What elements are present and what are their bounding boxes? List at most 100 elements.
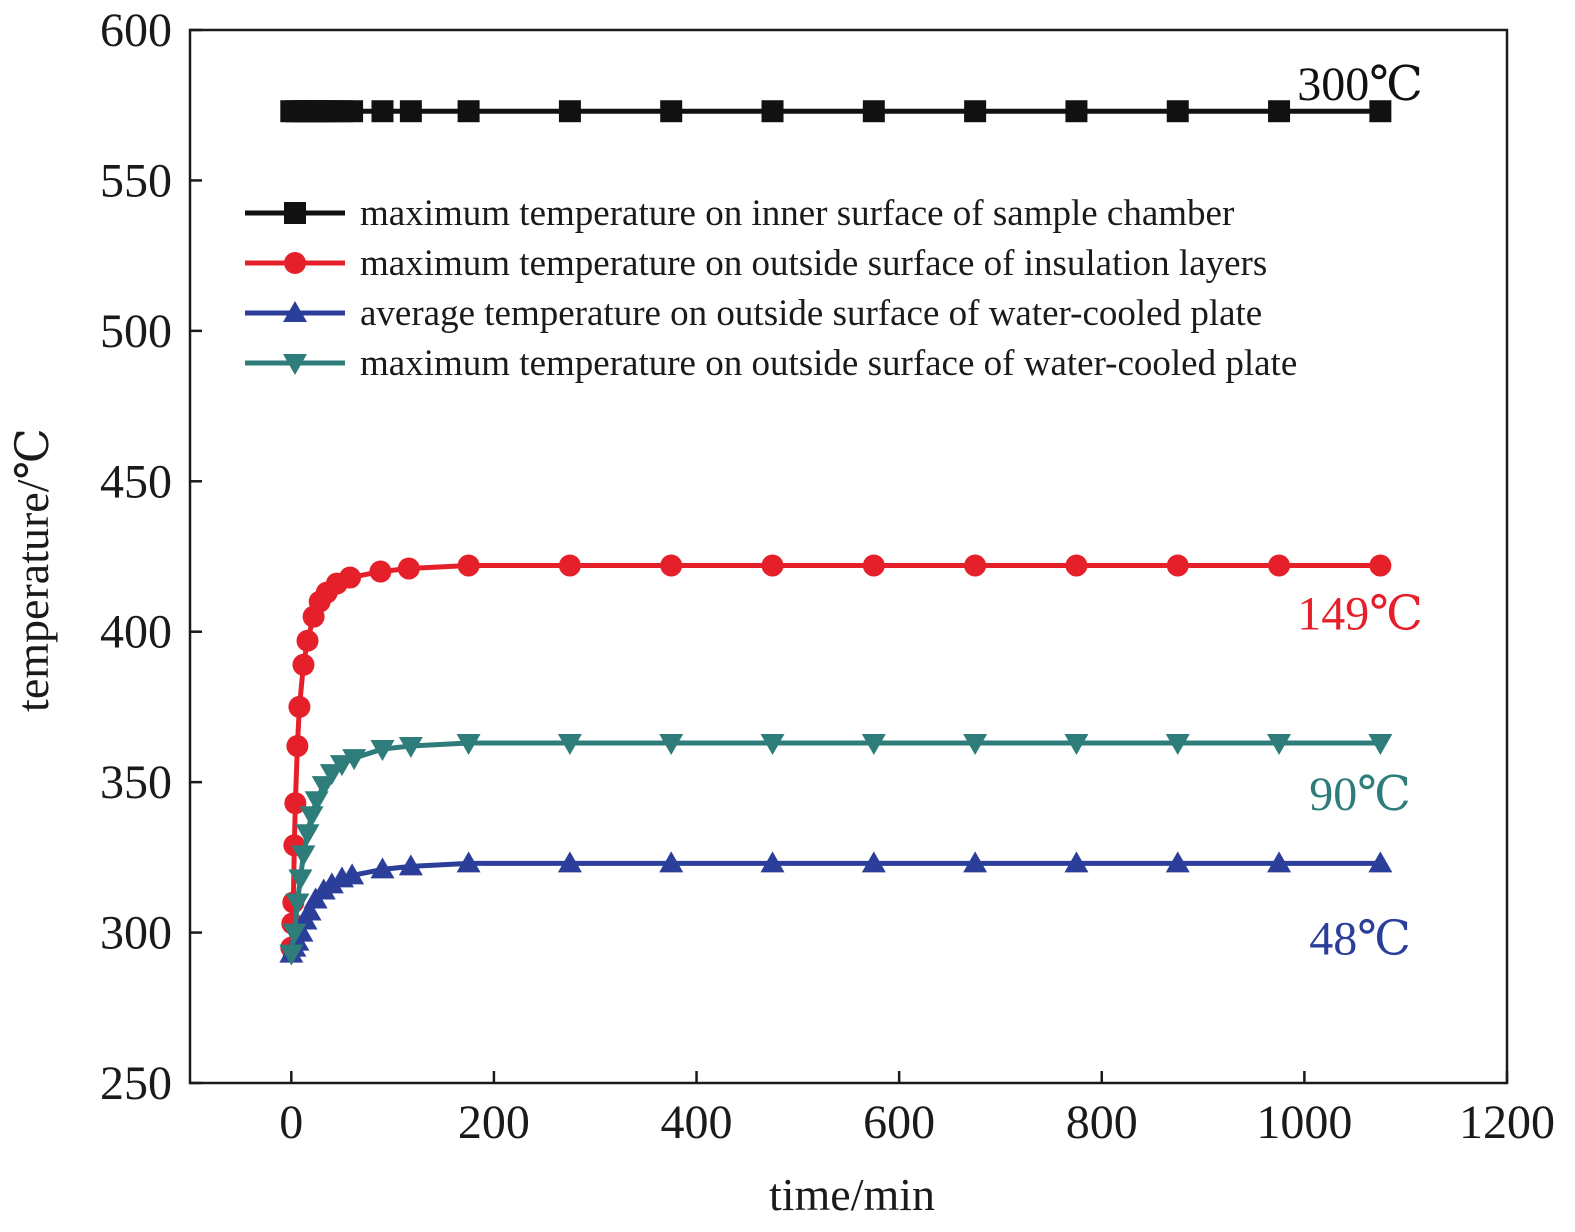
data-point <box>284 792 307 815</box>
data-point <box>1165 734 1190 756</box>
data-point <box>660 554 683 577</box>
data-point <box>861 734 886 756</box>
legend-marker <box>283 301 307 322</box>
data-point <box>288 695 311 718</box>
legend-entry-4: maximum temperature on outside surface o… <box>245 343 1297 384</box>
data-point <box>1166 554 1189 577</box>
data-point <box>329 755 354 777</box>
data-point <box>862 554 885 577</box>
x-tick-label: 600 <box>863 1096 935 1149</box>
data-point <box>1064 851 1089 873</box>
data-point <box>342 749 367 771</box>
series-line <box>288 563 1381 948</box>
data-point <box>1065 100 1088 123</box>
data-point <box>1166 100 1189 123</box>
data-point <box>285 893 310 915</box>
data-point <box>1165 851 1190 873</box>
data-point <box>659 851 684 873</box>
x-tick-label: 1000 <box>1256 1096 1352 1149</box>
y-tick-label: 450 <box>100 455 172 508</box>
data-point <box>558 554 581 577</box>
data-point <box>339 566 362 589</box>
series-3 <box>279 851 1393 963</box>
data-point <box>761 100 784 123</box>
data-point <box>557 734 582 756</box>
annotation-label: 90℃ <box>1309 768 1411 821</box>
data-point <box>457 100 480 123</box>
data-point <box>963 851 988 873</box>
series-line <box>288 740 1381 954</box>
plot-frame <box>188 28 1509 1085</box>
data-point <box>319 872 344 894</box>
y-tick-label: 250 <box>100 1057 172 1110</box>
data-point <box>370 857 395 879</box>
data-point <box>964 100 987 123</box>
data-point <box>371 100 394 123</box>
data-point <box>299 806 324 828</box>
data-point <box>1369 100 1392 123</box>
legend-label: maximum temperature on outside surface o… <box>360 343 1297 384</box>
legend-label: maximum temperature on outside surface o… <box>360 243 1267 284</box>
data-point <box>341 100 364 123</box>
data-point <box>319 764 344 786</box>
series-1 <box>280 100 1392 123</box>
y-axis-title: temperature/℃ <box>7 428 58 712</box>
y-tick-label: 600 <box>100 4 172 57</box>
x-tick-label: 0 <box>279 1096 303 1149</box>
legend-marker <box>284 202 306 224</box>
data-point <box>760 851 785 873</box>
x-tick-label: 1200 <box>1459 1096 1555 1149</box>
data-point <box>282 923 307 945</box>
annotation-label: 300℃ <box>1297 58 1423 111</box>
legend-entry-3: average temperature on outside surface o… <box>245 293 1262 334</box>
data-point <box>457 554 480 577</box>
data-point <box>399 100 422 123</box>
data-point <box>279 944 304 966</box>
series-2 <box>280 554 1392 959</box>
data-point <box>292 653 315 676</box>
data-point <box>397 557 420 580</box>
data-point <box>761 554 784 577</box>
y-tick-label: 400 <box>100 606 172 659</box>
x-tick-label: 200 <box>458 1096 530 1149</box>
data-point <box>296 629 319 652</box>
annotation-label: 48℃ <box>1309 913 1411 966</box>
data-point <box>558 100 581 123</box>
y-tick-label: 350 <box>100 756 172 809</box>
series-line <box>289 860 1381 955</box>
data-point <box>963 734 988 756</box>
y-tick-label: 550 <box>100 154 172 207</box>
y-tick-label: 500 <box>100 305 172 358</box>
data-point <box>295 824 320 846</box>
data-point <box>1267 851 1292 873</box>
y-tick-label: 300 <box>100 907 172 960</box>
data-point <box>456 734 481 756</box>
legend-marker <box>283 354 307 375</box>
data-point <box>557 851 582 873</box>
data-point <box>291 845 316 867</box>
data-point <box>304 791 329 813</box>
data-point <box>659 734 684 756</box>
data-point <box>1064 734 1089 756</box>
data-point <box>1268 100 1291 123</box>
data-point <box>340 863 365 885</box>
data-point <box>660 100 683 123</box>
data-point <box>964 554 987 577</box>
legend-marker <box>284 252 306 274</box>
data-point <box>760 734 785 756</box>
data-point <box>456 851 481 873</box>
data-point <box>1065 554 1088 577</box>
legend-entry-2: maximum temperature on outside surface o… <box>245 243 1267 284</box>
x-axis-title: time/min <box>769 1169 935 1220</box>
series-4 <box>279 734 1393 966</box>
data-point <box>862 100 885 123</box>
annotation-label: 149℃ <box>1297 588 1423 641</box>
data-point <box>1368 734 1393 756</box>
data-point <box>297 899 322 921</box>
legend-entry-1: maximum temperature on inner surface of … <box>245 193 1234 234</box>
data-point <box>398 737 423 759</box>
legend-label: average temperature on outside surface o… <box>360 293 1262 334</box>
data-point <box>1268 554 1291 577</box>
x-tick-label: 400 <box>661 1096 733 1149</box>
